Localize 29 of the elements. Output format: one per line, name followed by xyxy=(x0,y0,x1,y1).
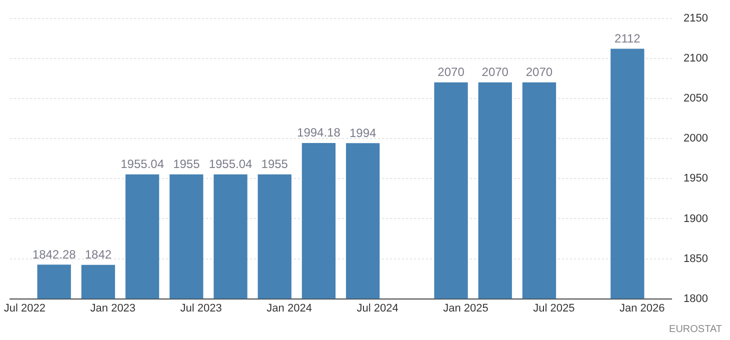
x-tick-label: Jul 2023 xyxy=(180,302,222,314)
data-label: 2070 xyxy=(438,64,465,79)
y-tick-label: 1900 xyxy=(684,212,708,225)
y-tick-label: 1850 xyxy=(684,252,708,265)
x-tick-label: Jul 2025 xyxy=(533,302,575,314)
y-tick-label: 2150 xyxy=(684,12,708,25)
data-label: 1994 xyxy=(349,126,376,140)
data-label: 1955.04 xyxy=(208,156,253,171)
y-tick-label: 2000 xyxy=(684,132,708,145)
data-label: 2070 xyxy=(526,64,553,79)
x-tick-label: Jan 2025 xyxy=(443,302,488,314)
x-tick-label: Jan 2023 xyxy=(90,302,136,314)
y-tick-label: 1950 xyxy=(684,172,708,185)
data-label: 1955 xyxy=(261,157,288,172)
x-tick-label: Jul 2022 xyxy=(4,302,46,314)
y-tick-label: 2050 xyxy=(684,92,708,105)
x-tick-label: Jul 2024 xyxy=(356,302,398,314)
data-label: 2112 xyxy=(614,31,641,46)
data-label: 1842 xyxy=(84,247,112,262)
x-tick-label: Jan 2024 xyxy=(266,302,312,314)
text: EUROSTAT xyxy=(669,324,722,335)
data-label: 1955.04 xyxy=(120,156,164,171)
data-label: 1842.28 xyxy=(32,247,76,262)
x-tick-label: Jan 2026 xyxy=(619,302,665,314)
data-label: 1994.18 xyxy=(297,126,341,140)
data-label: 1955 xyxy=(173,157,200,172)
data-label: 2070 xyxy=(482,64,509,79)
y-tick-label: 2100 xyxy=(684,52,708,65)
y-tick-label: 1800 xyxy=(684,292,708,305)
